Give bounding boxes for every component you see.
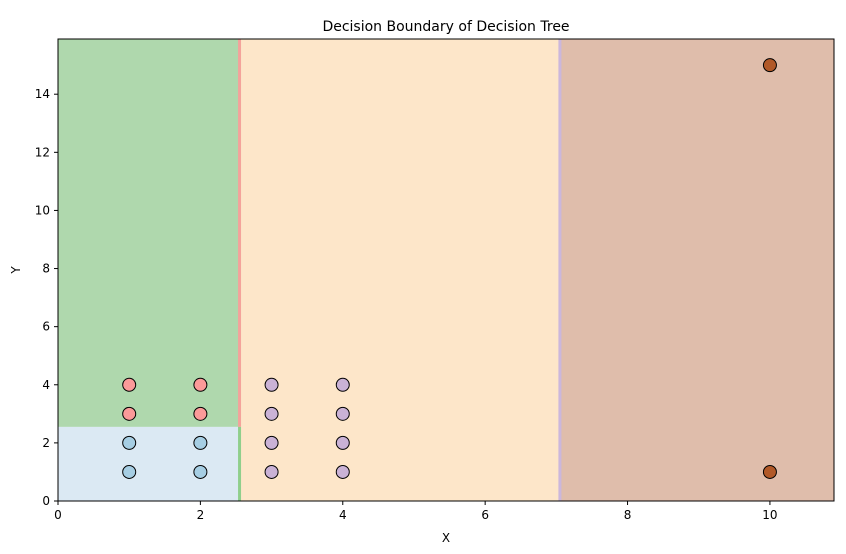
y-tick-label: 10 bbox=[35, 203, 50, 217]
x-tick-label: 8 bbox=[624, 508, 632, 522]
x-axis-ticks: 0 2 4 6 8 10 bbox=[54, 501, 778, 522]
data-point bbox=[335, 464, 350, 479]
x-tick-label: 2 bbox=[197, 508, 205, 522]
data-point bbox=[122, 435, 137, 450]
data-point bbox=[264, 377, 279, 392]
data-point bbox=[264, 464, 279, 479]
data-point bbox=[264, 435, 279, 450]
y-tick-label: 0 bbox=[42, 494, 50, 508]
y-axis-label: Y bbox=[9, 266, 23, 275]
data-points bbox=[122, 58, 777, 479]
plot-frame bbox=[57, 38, 835, 502]
data-point bbox=[193, 435, 208, 450]
y-tick-label: 6 bbox=[42, 320, 50, 334]
x-tick-label: 6 bbox=[481, 508, 489, 522]
x-axis-label: X bbox=[442, 531, 450, 545]
decision-region-4 bbox=[559, 39, 834, 501]
decision-region-1 bbox=[58, 39, 240, 427]
data-point bbox=[122, 377, 137, 392]
data-point bbox=[335, 435, 350, 450]
decision-boundaries bbox=[238, 39, 562, 501]
data-point bbox=[264, 406, 279, 421]
data-point bbox=[193, 464, 208, 479]
x-tick-label: 4 bbox=[339, 508, 347, 522]
y-tick-label: 14 bbox=[35, 87, 50, 101]
data-point bbox=[193, 406, 208, 421]
decision-region-3 bbox=[239, 39, 560, 501]
data-point bbox=[762, 58, 777, 73]
y-tick-label: 2 bbox=[42, 436, 50, 450]
decision-regions bbox=[58, 39, 834, 501]
data-point bbox=[335, 406, 350, 421]
data-point bbox=[122, 406, 137, 421]
chart-title: Decision Boundary of Decision Tree bbox=[322, 19, 569, 35]
data-point bbox=[122, 464, 137, 479]
y-tick-label: 8 bbox=[42, 262, 50, 276]
y-tick-label: 12 bbox=[35, 145, 50, 159]
x-tick-label: 0 bbox=[54, 508, 62, 522]
y-tick-label: 4 bbox=[42, 378, 50, 392]
decision-region-2 bbox=[58, 426, 240, 501]
x-tick-label: 10 bbox=[762, 508, 777, 522]
data-point bbox=[193, 377, 208, 392]
data-point bbox=[335, 377, 350, 392]
data-point bbox=[762, 464, 777, 479]
y-axis-ticks: 0 2 4 6 8 10 12 14 bbox=[35, 87, 58, 508]
